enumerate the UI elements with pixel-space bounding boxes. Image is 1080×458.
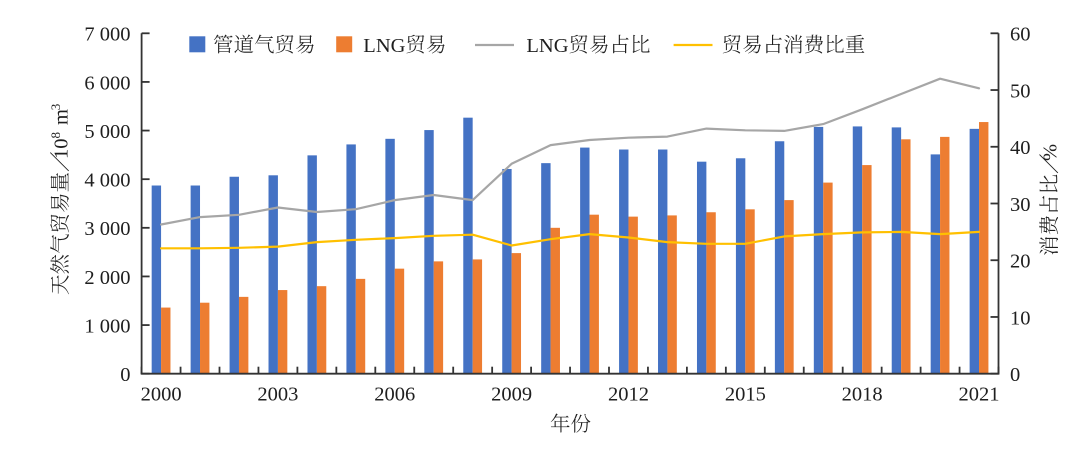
svg-text:4 000: 4 000	[84, 170, 130, 192]
svg-text:6 000: 6 000	[84, 72, 130, 94]
svg-text:2015: 2015	[725, 383, 766, 405]
svg-text:10: 10	[50, 139, 72, 160]
svg-text:%: %	[1040, 144, 1062, 161]
svg-text:7 000: 7 000	[84, 24, 130, 46]
svg-text:1 000: 1 000	[84, 315, 130, 337]
svg-text:30: 30	[1010, 194, 1031, 216]
svg-text:LNG: LNG	[363, 35, 405, 57]
svg-text:2000: 2000	[141, 383, 182, 405]
svg-text:50: 50	[1010, 80, 1031, 102]
svg-text:2006: 2006	[374, 383, 415, 405]
svg-text:2009: 2009	[491, 383, 532, 405]
svg-text:10: 10	[1010, 307, 1031, 329]
svg-text:60: 60	[1010, 24, 1031, 46]
svg-text:3: 3	[48, 104, 63, 111]
svg-text:2 000: 2 000	[84, 267, 130, 289]
svg-text:2021: 2021	[959, 383, 1000, 405]
svg-text:0: 0	[120, 364, 130, 386]
svg-text:8: 8	[48, 132, 63, 139]
svg-text:0: 0	[1010, 364, 1020, 386]
svg-text:2012: 2012	[608, 383, 649, 405]
svg-text:5 000: 5 000	[84, 121, 130, 143]
svg-text:2003: 2003	[257, 383, 298, 405]
svg-text:20: 20	[1010, 251, 1031, 273]
svg-text:LNG: LNG	[526, 35, 568, 57]
svg-text:3 000: 3 000	[84, 218, 130, 240]
svg-text:m: m	[50, 109, 72, 125]
svg-text:40: 40	[1010, 137, 1031, 159]
svg-text:2018: 2018	[842, 383, 883, 405]
